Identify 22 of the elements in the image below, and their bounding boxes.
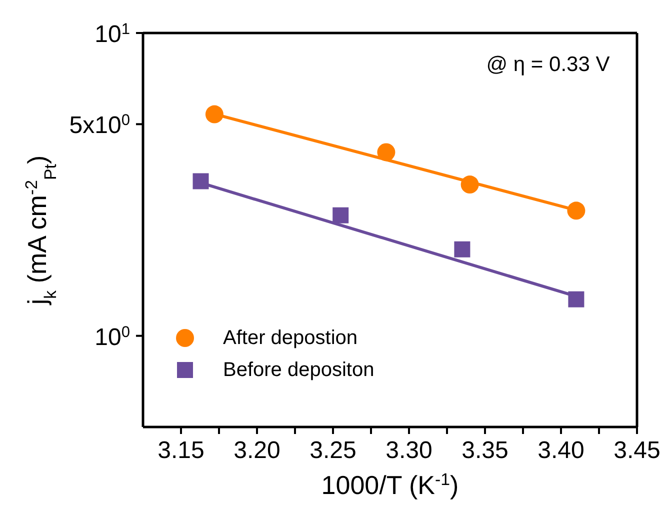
annotation: @ η = 0.33 V: [486, 53, 610, 76]
point: [460, 176, 479, 194]
point: [192, 173, 209, 190]
x-axis-title: 1000/T (K$^{-1}$): [321, 470, 459, 500]
legend-label: Before depositon: [223, 358, 374, 382]
y-tick-label: 10$^{1}$: [94, 20, 130, 48]
point: [377, 143, 396, 162]
point: [454, 241, 470, 258]
x-tick-label: 3.15: [158, 437, 204, 464]
text: 3.30: [386, 437, 432, 464]
legend-label: After depostion: [223, 326, 358, 350]
text: 3.20: [234, 437, 280, 464]
y-tick-label: 10$^{0}$: [94, 323, 130, 351]
x-tick-label: 3.35: [462, 437, 508, 464]
y-tick-label: 5x10$^{0}$: [69, 112, 130, 140]
x-tick-label: 3.45: [614, 437, 660, 464]
point: [567, 202, 586, 220]
point: [568, 291, 584, 308]
point: [205, 105, 224, 124]
point: [332, 207, 349, 224]
x-tick-label: 3.25: [310, 437, 356, 464]
text: 3.40: [538, 437, 584, 464]
